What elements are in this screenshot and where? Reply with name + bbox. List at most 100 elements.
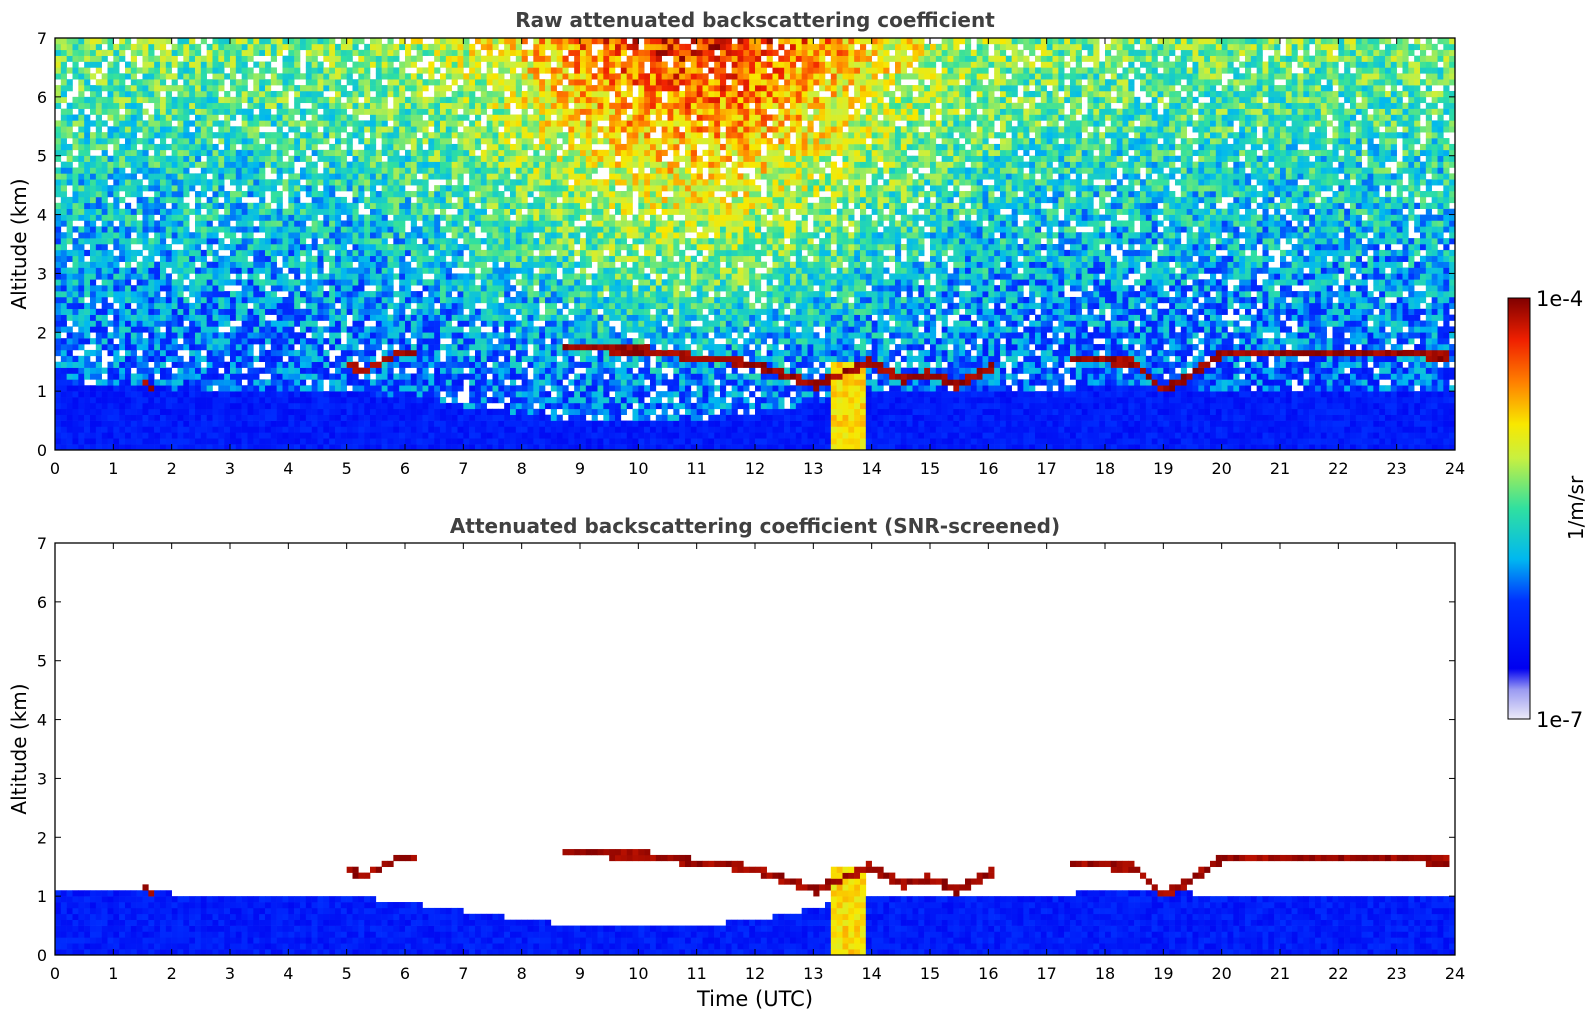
heatmap-cell: [428, 402, 435, 410]
heatmap-cell: [125, 444, 132, 450]
heatmap-cell: [195, 361, 202, 368]
heatmap-cell: [72, 408, 79, 415]
heatmap-cell: [451, 326, 458, 333]
heatmap-cell: [224, 244, 231, 251]
heatmap-cell: [241, 149, 248, 157]
heatmap-cell: [282, 132, 289, 139]
heatmap-cell: [358, 220, 365, 227]
heatmap-cell: [428, 208, 435, 215]
heatmap-cell: [375, 167, 382, 174]
heatmap-cell: [60, 249, 67, 257]
heatmap-cell: [294, 173, 301, 180]
heatmap-cell: [300, 308, 307, 315]
heatmap-cell: [370, 191, 377, 198]
heatmap-cell: [463, 373, 470, 380]
heatmap-cell: [113, 255, 120, 262]
heatmap-cell: [230, 167, 237, 174]
heatmap-cell: [486, 132, 493, 139]
heatmap-cell: [329, 255, 336, 262]
heatmap-cell: [206, 273, 213, 280]
heatmap-cell: [270, 426, 277, 433]
heatmap-cell: [393, 138, 400, 145]
heatmap-cell: [189, 308, 196, 315]
heatmap-cell: [282, 238, 289, 245]
heatmap-cell: [399, 143, 406, 151]
heatmap-cell: [270, 38, 277, 45]
heatmap-cell: [393, 302, 400, 310]
heatmap-cell: [282, 108, 289, 115]
heatmap-cell: [276, 338, 283, 345]
heatmap-cell: [60, 379, 67, 386]
heatmap-cell: [130, 96, 137, 104]
heatmap-cell: [125, 349, 132, 357]
heatmap-cell: [445, 55, 452, 62]
heatmap-cell: [247, 244, 254, 251]
heatmap-cell: [235, 249, 242, 257]
heatmap-cell: [480, 102, 487, 109]
heatmap-cell: [440, 161, 447, 168]
heatmap-cell: [282, 414, 289, 421]
heatmap-cell: [375, 108, 382, 115]
heatmap-cell: [340, 261, 347, 268]
heatmap-cell: [60, 143, 67, 151]
heatmap-cell: [381, 414, 388, 421]
heatmap-cell: [195, 73, 202, 80]
heatmap-cell: [329, 149, 336, 157]
heatmap-cell: [72, 444, 79, 450]
heatmap-cell: [399, 132, 406, 139]
heatmap-cell: [498, 320, 505, 327]
heatmap-cell: [510, 385, 517, 392]
heatmap-cell: [422, 196, 429, 204]
heatmap-cell: [247, 102, 254, 109]
heatmap-cell: [422, 432, 429, 439]
heatmap-cell: [177, 296, 184, 304]
heatmap-cell: [288, 73, 295, 80]
heatmap-cell: [305, 355, 312, 363]
heatmap-cell: [136, 67, 143, 74]
heatmap-cell: [294, 126, 301, 133]
heatmap-cell: [335, 238, 342, 245]
heatmap-cell: [136, 202, 143, 209]
heatmap-cell: [381, 96, 388, 104]
heatmap-cell: [171, 291, 178, 298]
heatmap-cell: [504, 302, 511, 310]
heatmap-cell: [230, 291, 237, 298]
heatmap-cell: [113, 79, 120, 86]
heatmap-cell: [276, 273, 283, 280]
heatmap-cell: [364, 55, 371, 62]
heatmap-cell: [60, 73, 67, 80]
heatmap-cell: [300, 279, 307, 286]
heatmap-cell: [323, 420, 330, 427]
heatmap-cell: [189, 61, 196, 68]
heatmap-cell: [130, 67, 137, 74]
heatmap-cell: [335, 326, 342, 333]
heatmap-cell: [235, 196, 242, 204]
heatmap-cell: [101, 279, 108, 286]
heatmap-cell: [498, 255, 505, 262]
heatmap-cell: [235, 326, 242, 333]
heatmap-cell: [84, 149, 91, 157]
heatmap-cell: [515, 349, 522, 357]
heatmap-cell: [195, 85, 202, 92]
heatmap-cell: [195, 273, 202, 280]
heatmap-cell: [475, 397, 482, 404]
heatmap-cell: [375, 244, 382, 251]
heatmap-cell: [60, 149, 67, 157]
heatmap-cell: [177, 226, 184, 233]
heatmap-cell: [142, 155, 149, 162]
heatmap-cell: [498, 173, 505, 180]
heatmap-cell: [259, 90, 266, 98]
heatmap-cell: [148, 261, 155, 268]
heatmap-cell: [171, 238, 178, 245]
heatmap-cell: [218, 102, 225, 109]
heatmap-cell: [282, 208, 289, 215]
heatmap-cell: [381, 43, 388, 51]
heatmap-cell: [364, 173, 371, 180]
heatmap-cell: [235, 308, 242, 315]
heatmap-cell: [288, 326, 295, 333]
heatmap-cell: [515, 249, 522, 257]
heatmap-cell: [305, 285, 312, 292]
heatmap-cell: [393, 73, 400, 80]
heatmap-cell: [177, 38, 184, 45]
heatmap-cell: [463, 143, 470, 151]
